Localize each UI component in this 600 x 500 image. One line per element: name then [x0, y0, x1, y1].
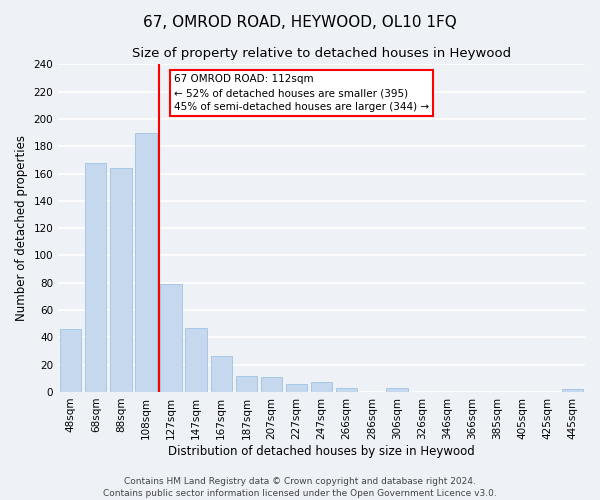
Text: Contains HM Land Registry data © Crown copyright and database right 2024.
Contai: Contains HM Land Registry data © Crown c… — [103, 476, 497, 498]
Bar — [60, 329, 82, 392]
Text: 67 OMROD ROAD: 112sqm
← 52% of detached houses are smaller (395)
45% of semi-det: 67 OMROD ROAD: 112sqm ← 52% of detached … — [174, 74, 429, 112]
Bar — [562, 389, 583, 392]
Bar — [386, 388, 407, 392]
Bar — [236, 376, 257, 392]
Bar — [211, 356, 232, 392]
Text: 67, OMROD ROAD, HEYWOOD, OL10 1FQ: 67, OMROD ROAD, HEYWOOD, OL10 1FQ — [143, 15, 457, 30]
Title: Size of property relative to detached houses in Heywood: Size of property relative to detached ho… — [132, 48, 511, 60]
Bar — [336, 388, 358, 392]
Y-axis label: Number of detached properties: Number of detached properties — [15, 135, 28, 321]
Bar — [136, 132, 157, 392]
Bar — [185, 328, 207, 392]
Bar — [85, 162, 106, 392]
X-axis label: Distribution of detached houses by size in Heywood: Distribution of detached houses by size … — [168, 444, 475, 458]
Bar — [286, 384, 307, 392]
Bar — [311, 382, 332, 392]
Bar — [160, 284, 182, 392]
Bar — [110, 168, 131, 392]
Bar — [261, 377, 282, 392]
